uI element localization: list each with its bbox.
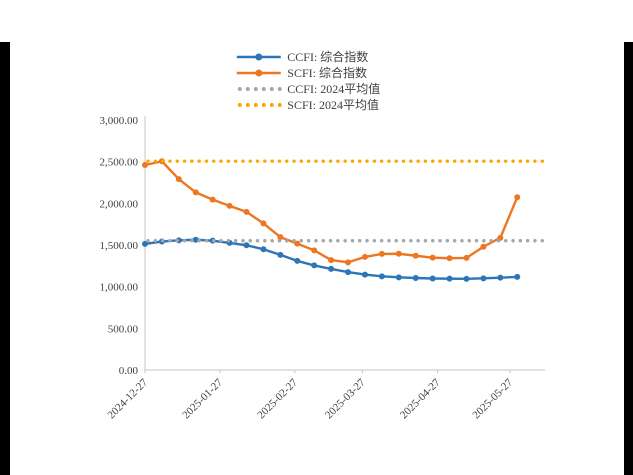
- data-point-marker: [463, 275, 470, 282]
- data-point-marker: [463, 254, 470, 261]
- legend-dotted-line-swatch: [237, 87, 282, 91]
- data-point-marker: [277, 251, 284, 258]
- data-point-marker: [328, 265, 335, 272]
- data-point-marker: [514, 194, 521, 201]
- data-point-marker: [395, 250, 402, 257]
- data-point-marker: [480, 275, 487, 282]
- data-point-marker: [226, 202, 233, 209]
- data-point-marker: [192, 236, 199, 243]
- data-point-marker: [294, 257, 301, 264]
- y-tick-label: 1,000.00: [100, 282, 139, 294]
- legend-item-label: CCFI: 综合指数: [287, 50, 369, 64]
- data-point-marker: [328, 257, 335, 264]
- y-tick-label: 0.00: [119, 365, 139, 377]
- x-tick-label: 2025-03-27: [323, 376, 368, 421]
- data-point-marker: [260, 220, 267, 227]
- data-point-marker: [243, 208, 250, 215]
- data-point-marker: [446, 275, 453, 282]
- data-point-marker: [480, 243, 487, 250]
- x-tick-label: 2025-02-27: [255, 376, 300, 421]
- data-point-marker: [260, 246, 267, 253]
- legend-item: CCFI: 2024平均值: [235, 82, 380, 96]
- data-point-marker: [311, 262, 318, 269]
- legend-line-marker-swatch: [236, 53, 281, 61]
- data-point-marker: [209, 196, 216, 203]
- data-point-marker: [175, 176, 182, 183]
- data-point-marker: [429, 254, 436, 261]
- data-point-marker: [243, 242, 250, 249]
- data-point-marker: [446, 255, 453, 262]
- x-tick-label: 2025-04-27: [398, 376, 443, 421]
- data-point-marker: [378, 250, 385, 257]
- data-point-marker: [378, 273, 385, 280]
- legend-item: SCFI: 2024平均值: [235, 98, 379, 112]
- data-point-marker: [277, 234, 284, 241]
- data-point-marker: [142, 240, 148, 247]
- data-point-marker: [361, 271, 368, 278]
- page-edge-right: [624, 42, 633, 475]
- y-tick-label: 2,500.00: [100, 157, 139, 169]
- data-point-marker: [345, 259, 352, 266]
- data-point-marker: [142, 162, 148, 168]
- legend-item: CCFI: 综合指数: [235, 50, 368, 64]
- data-point-marker: [192, 189, 199, 196]
- x-tick-label: 2025-05-27: [470, 376, 515, 421]
- page-edge-left: [0, 42, 10, 475]
- chart-legend: CCFI: 综合指数 SCFI: 综合指数 CCFI: 2024平均值 SCFI: 2…: [235, 50, 380, 112]
- x-tick-label: 2024-12-27: [105, 376, 150, 421]
- data-point-marker: [345, 269, 352, 276]
- legend-item-label: CCFI: 2024平均值: [287, 82, 381, 96]
- legend-item: SCFI: 综合指数: [235, 66, 367, 80]
- y-tick-label: 3,000.00: [100, 115, 139, 127]
- legend-line-marker-swatch: [236, 69, 281, 77]
- data-point-marker: [361, 253, 368, 260]
- data-point-marker: [497, 274, 504, 281]
- data-point-marker: [412, 252, 419, 259]
- x-tick-label: 2025-01-27: [180, 376, 225, 421]
- legend-item-label: SCFI: 2024平均值: [287, 98, 379, 112]
- series-line: [143, 160, 519, 264]
- data-point-marker: [412, 275, 419, 281]
- data-point-marker: [311, 247, 318, 254]
- y-tick-label: 2,000.00: [100, 198, 139, 210]
- data-point-marker: [429, 275, 436, 282]
- data-point-marker: [395, 274, 402, 281]
- data-point-marker: [514, 273, 521, 280]
- y-tick-label: 1,500.00: [100, 240, 139, 252]
- y-tick-label: 500.00: [108, 323, 139, 335]
- legend-dotted-line-swatch: [237, 103, 282, 107]
- legend-item-label: SCFI: 综合指数: [287, 66, 367, 80]
- data-point-marker: [294, 240, 301, 247]
